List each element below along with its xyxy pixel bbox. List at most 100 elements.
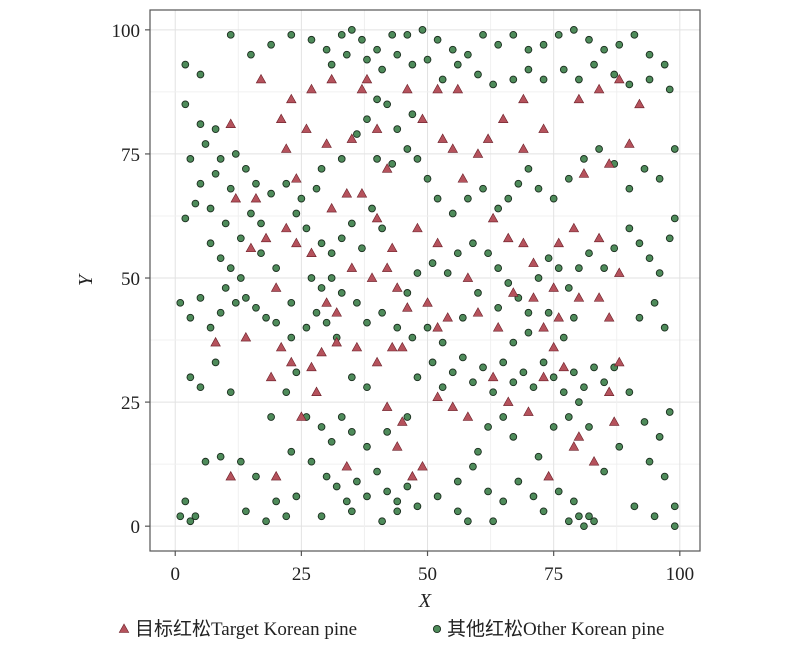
other-pine-point bbox=[590, 60, 598, 69]
legend-marker-other bbox=[432, 624, 442, 634]
other-pine-point bbox=[383, 100, 392, 109]
x-tick-label: 100 bbox=[666, 564, 695, 585]
target-pine-point bbox=[296, 411, 307, 421]
other-pine-point bbox=[479, 184, 487, 193]
other-pine-point bbox=[236, 234, 245, 243]
target-pine-point bbox=[543, 470, 554, 481]
other-pine-point bbox=[464, 50, 472, 59]
target-pine-point bbox=[573, 93, 585, 104]
target-pine-point bbox=[326, 202, 337, 213]
other-pine-point bbox=[524, 164, 533, 173]
other-pine-point bbox=[600, 45, 608, 54]
legend-item-target: 目标红松Target Korean pine bbox=[118, 618, 357, 640]
target-pine-point bbox=[371, 212, 383, 223]
other-pine-point bbox=[206, 239, 215, 248]
target-pine-point bbox=[578, 168, 590, 178]
other-pine-point bbox=[645, 457, 654, 466]
other-pine-point bbox=[226, 264, 235, 272]
other-pine-point bbox=[272, 497, 280, 506]
other-pine-point bbox=[196, 179, 205, 188]
other-pine-point bbox=[433, 492, 442, 501]
target-pine-point bbox=[523, 406, 534, 416]
axis-ticks: 0 25 50 75 100 0 25 50 75 100 bbox=[112, 21, 695, 585]
other-pine-point bbox=[665, 408, 674, 416]
target-pine-point bbox=[381, 163, 393, 173]
other-pine-point bbox=[469, 239, 477, 248]
other-pine-point bbox=[226, 30, 235, 39]
other-pine-point bbox=[221, 219, 230, 228]
target-pine-point bbox=[487, 371, 499, 382]
other-pine-point bbox=[206, 204, 215, 213]
other-pine-point bbox=[509, 432, 518, 441]
other-pine-point bbox=[474, 447, 482, 456]
other-pine-point bbox=[403, 482, 412, 491]
other-pine-point bbox=[580, 155, 588, 163]
target-pine-point bbox=[518, 237, 529, 248]
other-pine-point bbox=[570, 26, 578, 34]
target-pine-point bbox=[366, 272, 378, 282]
other-pine-point bbox=[564, 413, 573, 421]
other-pine-point bbox=[317, 284, 326, 292]
other-pine-point bbox=[590, 363, 598, 372]
other-pine-point bbox=[216, 155, 225, 163]
target-pine-point bbox=[634, 98, 645, 109]
target-pine-point bbox=[386, 341, 398, 352]
other-pine-point bbox=[625, 80, 634, 89]
target-pine-point bbox=[558, 361, 570, 372]
other-pine-point bbox=[590, 517, 598, 526]
other-pine-point bbox=[534, 274, 543, 282]
other-pine-point bbox=[413, 269, 422, 277]
target-pine-point bbox=[326, 73, 337, 84]
target-pine-point bbox=[321, 138, 332, 148]
target-pine-point bbox=[280, 222, 292, 233]
y-axis-title: Y bbox=[75, 273, 97, 286]
other-pine-point bbox=[554, 30, 563, 39]
other-pine-point bbox=[600, 378, 608, 387]
target-pine-point bbox=[593, 292, 605, 302]
x-tick-label: 0 bbox=[170, 564, 180, 585]
other-pine-point bbox=[292, 209, 301, 218]
other-pine-point bbox=[539, 75, 548, 84]
other-pine-point bbox=[524, 328, 533, 337]
target-pine-point bbox=[492, 322, 504, 332]
other-pine-point bbox=[347, 26, 356, 34]
other-pine-point bbox=[499, 497, 508, 506]
other-pine-point bbox=[438, 383, 447, 392]
other-pine-point bbox=[423, 55, 432, 64]
target-pine-point bbox=[432, 237, 443, 248]
target-pine-point bbox=[240, 331, 252, 342]
other-pine-point bbox=[216, 452, 225, 461]
target-pine-point bbox=[275, 341, 287, 352]
other-pine-point bbox=[544, 254, 553, 263]
legend-item-other: 其他红松Other Korean pine bbox=[432, 618, 664, 640]
other-pine-point bbox=[201, 140, 210, 148]
target-pine-point bbox=[225, 470, 236, 481]
other-pine-point bbox=[252, 303, 260, 312]
other-pine-point bbox=[514, 179, 523, 188]
other-pine-point bbox=[186, 517, 195, 526]
target-pine-point bbox=[316, 346, 327, 357]
target-pine-point bbox=[548, 282, 559, 292]
other-pine-point bbox=[570, 368, 578, 377]
other-pine-point bbox=[176, 298, 185, 307]
other-pine-point bbox=[549, 194, 558, 203]
target-pine-point bbox=[381, 401, 393, 411]
other-pine-point bbox=[373, 467, 381, 476]
other-pine-point bbox=[408, 333, 417, 342]
other-pine-point bbox=[196, 294, 205, 302]
x-tick-label: 50 bbox=[418, 564, 437, 585]
y-tick-label: 0 bbox=[131, 517, 141, 538]
other-pine-point bbox=[575, 398, 583, 406]
other-pine-point bbox=[211, 125, 220, 133]
other-pine-point bbox=[484, 423, 492, 431]
target-pine-point bbox=[331, 336, 342, 347]
other-pine-point bbox=[242, 164, 250, 173]
other-pine-point bbox=[221, 284, 230, 292]
y-tick-label: 25 bbox=[121, 393, 140, 414]
other-pine-point bbox=[413, 373, 422, 382]
other-pine-point bbox=[428, 358, 437, 367]
other-pine-point bbox=[650, 512, 659, 521]
other-pine-point bbox=[585, 512, 593, 521]
other-pine-point bbox=[529, 492, 538, 501]
target-pine-point bbox=[402, 83, 413, 94]
